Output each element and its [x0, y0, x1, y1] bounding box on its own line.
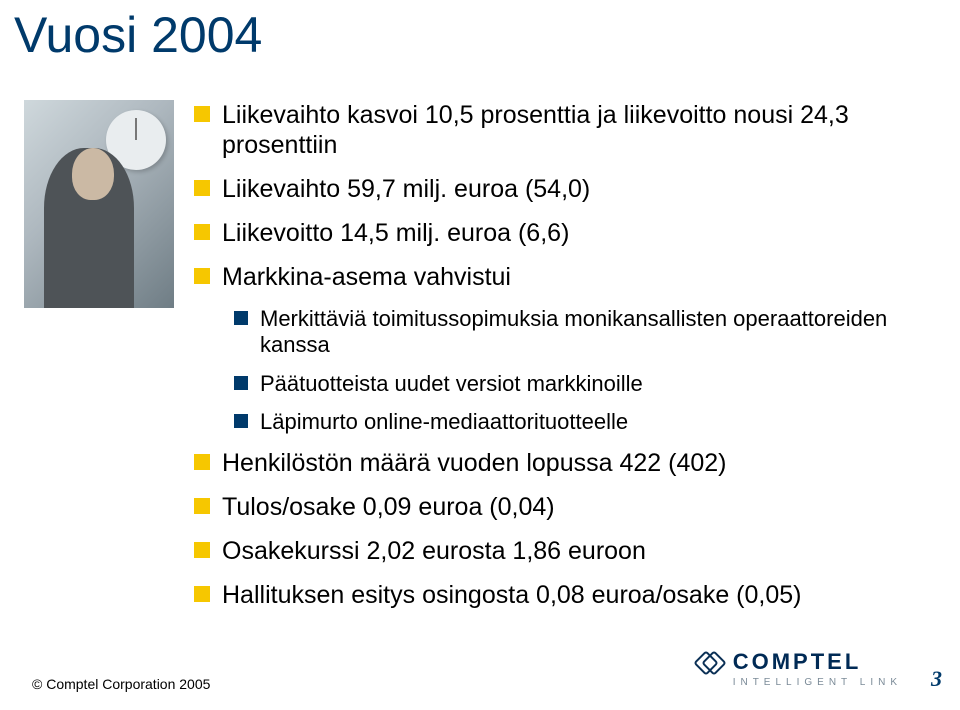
footer-copyright: © Comptel Corporation 2005	[32, 676, 210, 692]
slide: Vuosi 2004 Liikevaihto kasvoi 10,5 prose…	[0, 0, 960, 710]
list-item-label: Markkina-asema vahvistui	[222, 263, 511, 291]
list-item: Merkittäviä toimitussopimuksia monikansa…	[234, 306, 930, 359]
list-item: Liikevaihto kasvoi 10,5 prosenttia ja li…	[194, 100, 930, 160]
list-item: Hallituksen esitys osingosta 0,08 euroa/…	[194, 580, 930, 610]
list-item: Liikevaihto 59,7 milj. euroa (54,0)	[194, 174, 930, 204]
list-item: Markkina-asema vahvistui	[194, 262, 930, 292]
list-item-label: Liikevaihto kasvoi 10,5 prosenttia ja li…	[222, 101, 849, 159]
list-item: Liikevoitto 14,5 milj. euroa (6,6)	[194, 218, 930, 248]
list-item-label: Päätuotteista uudet versiot markkinoille	[260, 371, 643, 396]
bullet-square-icon	[234, 376, 248, 390]
logo-sub-text: INTELLIGENT LINK	[733, 677, 902, 688]
list-item: Osakekurssi 2,02 eurosta 1,86 euroon	[194, 536, 930, 566]
list-item: Läpimurto online-mediaattorituotteelle	[234, 409, 930, 435]
list-item-label: Liikevoitto 14,5 milj. euroa (6,6)	[222, 219, 569, 247]
bullet-square-icon	[194, 454, 210, 470]
company-logo: COMPTEL INTELLIGENT LINK	[697, 649, 902, 688]
person-head	[72, 148, 114, 200]
bullet-square-icon	[194, 180, 210, 196]
bullet-square-icon	[234, 311, 248, 325]
page-number: 3	[931, 666, 942, 692]
bullet-square-icon	[194, 498, 210, 514]
decorative-image	[24, 100, 174, 308]
list-item: Tulos/osake 0,09 euroa (0,04)	[194, 492, 930, 522]
bullet-square-icon	[194, 268, 210, 284]
list-item-label: Henkilöstön määrä vuoden lopussa 422 (40…	[222, 449, 726, 477]
bullet-list: Liikevaihto kasvoi 10,5 prosenttia ja li…	[194, 100, 930, 624]
list-item: Päätuotteista uudet versiot markkinoille	[234, 371, 930, 397]
bullet-square-icon	[194, 106, 210, 122]
bullet-square-icon	[234, 414, 248, 428]
list-item-label: Osakekurssi 2,02 eurosta 1,86 euroon	[222, 537, 646, 565]
list-item-label: Läpimurto online-mediaattorituotteelle	[260, 409, 628, 434]
page-title: Vuosi 2004	[14, 6, 262, 64]
bullet-square-icon	[194, 542, 210, 558]
logo-main: COMPTEL	[697, 649, 902, 675]
list-item-label: Liikevaihto 59,7 milj. euroa (54,0)	[222, 175, 590, 203]
list-item-label: Tulos/osake 0,09 euroa (0,04)	[222, 493, 555, 521]
list-item-label: Merkittäviä toimitussopimuksia monikansa…	[260, 306, 887, 357]
bullet-square-icon	[194, 586, 210, 602]
bullet-square-icon	[194, 224, 210, 240]
logo-mark-icon	[697, 651, 723, 673]
list-item: Henkilöstön määrä vuoden lopussa 422 (40…	[194, 448, 930, 478]
list-item-label: Hallituksen esitys osingosta 0,08 euroa/…	[222, 581, 802, 609]
logo-main-text: COMPTEL	[733, 649, 862, 675]
